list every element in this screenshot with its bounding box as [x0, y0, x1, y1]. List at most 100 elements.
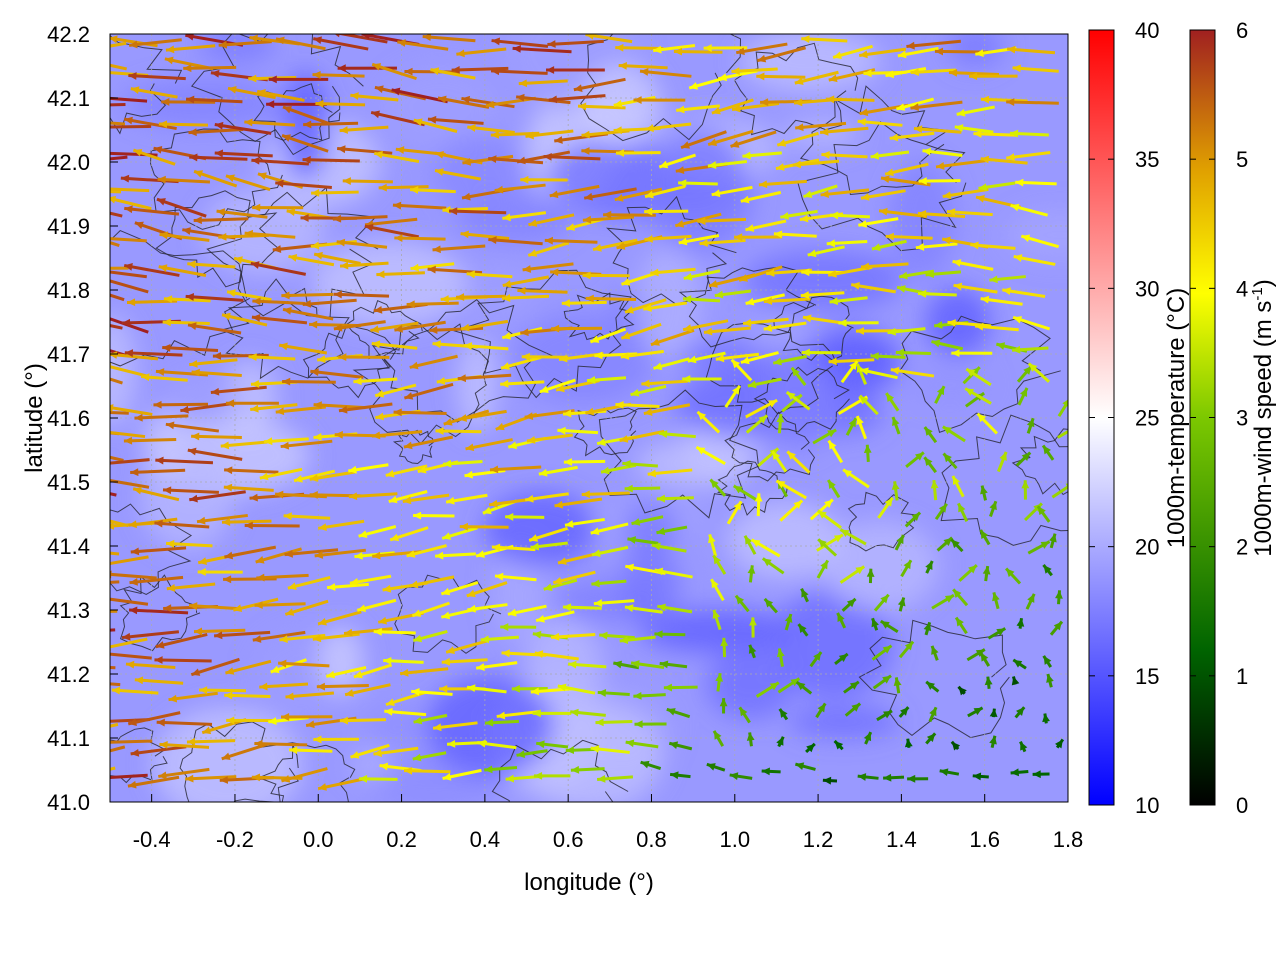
wind-vector — [682, 295, 721, 304]
wind-vector — [110, 211, 123, 218]
wind-vector — [730, 358, 753, 382]
wind-vector — [761, 767, 781, 776]
wind-vector — [406, 544, 447, 558]
wind-vector — [130, 546, 187, 556]
wind-vector — [746, 732, 755, 747]
wind-vector — [581, 490, 630, 499]
wind-vector — [288, 254, 335, 267]
wind-vector — [226, 289, 272, 302]
x-tick-label: 1.2 — [803, 827, 834, 852]
wind-vector — [855, 415, 868, 440]
wind-vector — [673, 47, 723, 56]
wind-vector — [731, 67, 778, 76]
wind-vector — [165, 421, 220, 433]
wind-vector — [389, 526, 429, 542]
wind-vector — [795, 680, 813, 695]
wind-vector — [755, 681, 780, 698]
x-tick-label: 1.0 — [719, 827, 750, 852]
wind-vector — [625, 739, 659, 749]
wind-vector — [259, 682, 309, 691]
wind-vector — [440, 581, 479, 596]
wind-vector — [984, 676, 993, 689]
wind-vector — [644, 207, 689, 216]
wind-vector — [156, 718, 213, 727]
wind-vector — [460, 230, 510, 240]
wind-vector — [706, 762, 726, 772]
wind-vector — [615, 149, 661, 157]
wind-vector — [317, 610, 362, 626]
wind-vector — [159, 740, 210, 749]
wind-vector — [898, 269, 935, 280]
wind-vector — [110, 555, 149, 565]
wind-vector — [719, 698, 728, 714]
wind-vector — [302, 155, 360, 164]
wind-vector — [491, 37, 549, 48]
wind-vector — [505, 512, 545, 521]
wind-vector — [845, 417, 858, 436]
wind-vector — [870, 352, 906, 361]
wind-vector — [857, 773, 879, 781]
wind-vector — [956, 105, 995, 117]
wind-vector — [110, 430, 146, 439]
wind-vector — [633, 96, 686, 104]
wind-vector — [832, 44, 873, 60]
wind-vector — [406, 300, 459, 309]
wind-vector — [891, 481, 900, 501]
wind-vector — [413, 118, 458, 133]
wind-vector — [624, 604, 663, 614]
terrain-contour — [394, 574, 502, 654]
wind-vector — [371, 430, 423, 440]
wind-vector — [747, 377, 782, 389]
wind-vector — [640, 760, 662, 771]
wind-vector — [879, 619, 899, 633]
wind-vector — [658, 153, 697, 169]
wind-vector — [805, 742, 816, 754]
wind-vector — [110, 121, 126, 126]
wind-vector — [252, 630, 306, 643]
wind-vector — [695, 445, 726, 465]
wind-vector — [820, 188, 870, 198]
wind-vector — [212, 352, 269, 360]
wind-vector — [1009, 129, 1049, 138]
wind-vector — [528, 526, 569, 542]
wind-vector — [427, 115, 484, 125]
wind-vector — [403, 766, 451, 775]
terrain-contour — [940, 414, 1068, 546]
wind-vector — [871, 617, 879, 631]
wind-vector — [656, 525, 688, 536]
wind-vector — [403, 435, 454, 450]
wind-vector — [338, 402, 393, 414]
wind-vector — [654, 567, 693, 579]
wind-vector — [797, 623, 809, 637]
wind-vector — [715, 673, 724, 692]
wind-vector — [715, 352, 760, 363]
wind-vector — [221, 312, 268, 327]
wind-vector — [650, 328, 695, 347]
wind-vector — [189, 153, 248, 162]
wind-vector — [1002, 287, 1046, 298]
wind-vector — [371, 62, 417, 81]
wind-vector — [110, 241, 120, 247]
wind-vector — [653, 357, 690, 371]
wind-vector — [441, 657, 488, 666]
wind-vector — [795, 121, 847, 132]
wind-vector — [871, 239, 907, 252]
wind-vector — [564, 517, 605, 528]
wind-vector — [501, 294, 550, 302]
wind-vector — [533, 771, 571, 780]
wind-vector — [348, 463, 389, 474]
wind-vector — [1011, 345, 1049, 354]
wind-vector — [708, 533, 718, 557]
wind-vector — [494, 572, 537, 582]
wind-vector — [110, 41, 127, 48]
wind-vector — [225, 174, 271, 192]
wind-vector — [1057, 398, 1068, 417]
wind-vector — [214, 121, 272, 135]
wind-vector — [435, 551, 476, 560]
wind-vector — [644, 184, 686, 199]
y-tick-label: 41.7 — [47, 342, 90, 367]
wind-vector — [370, 321, 419, 334]
wind-vector — [829, 296, 868, 305]
wind-vector — [441, 526, 478, 540]
wind-vector — [435, 427, 482, 435]
